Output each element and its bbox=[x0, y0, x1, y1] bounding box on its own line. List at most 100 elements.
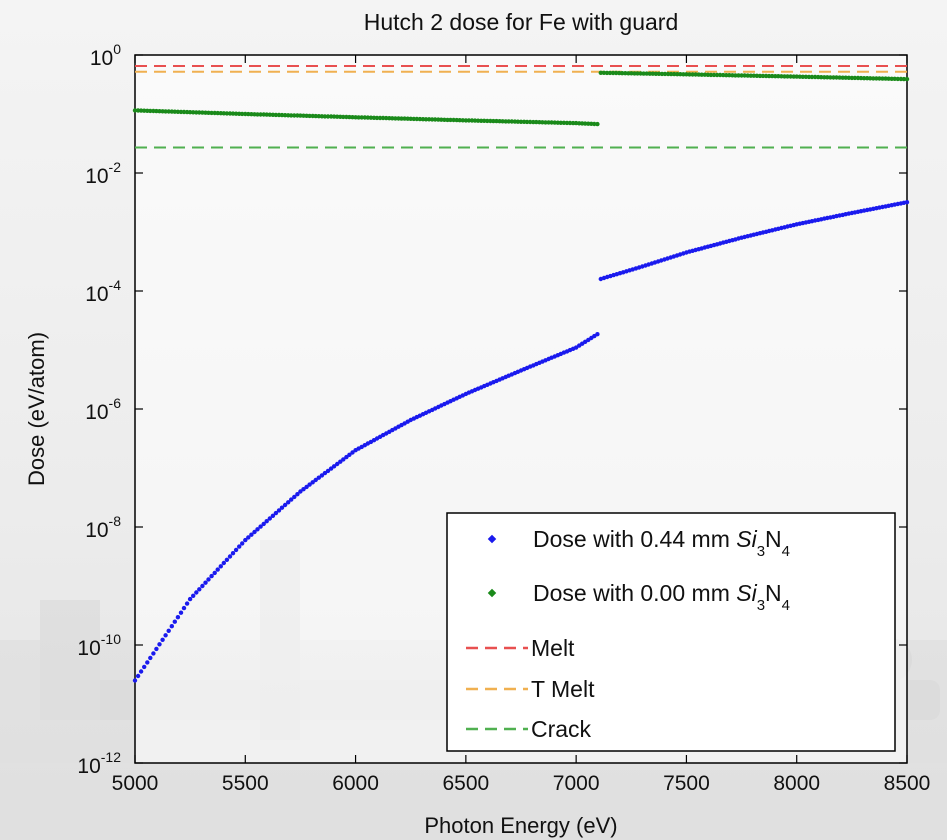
y-axis-title: Dose (eV/atom) bbox=[24, 332, 49, 486]
legend-text-mid: N bbox=[765, 580, 782, 606]
data-point bbox=[558, 120, 563, 126]
data-point bbox=[491, 118, 496, 124]
x-tick-label: 6000 bbox=[332, 772, 379, 795]
data-point bbox=[273, 112, 279, 118]
data-point bbox=[307, 482, 312, 487]
data-point bbox=[307, 113, 312, 119]
data-point bbox=[803, 74, 809, 80]
data-point bbox=[264, 519, 269, 524]
data-point bbox=[457, 118, 462, 123]
data-point bbox=[858, 75, 864, 81]
data-point bbox=[279, 505, 285, 510]
data-point bbox=[390, 116, 395, 121]
data-point bbox=[433, 117, 438, 122]
data-point bbox=[187, 110, 193, 115]
data-point bbox=[267, 112, 272, 117]
data-point bbox=[313, 477, 318, 483]
data-point bbox=[230, 551, 236, 556]
legend-item-4: Crack bbox=[466, 716, 592, 742]
data-point bbox=[157, 109, 162, 114]
data-point bbox=[402, 116, 407, 121]
data-point bbox=[509, 119, 514, 124]
data-point bbox=[733, 73, 738, 78]
data-point bbox=[203, 580, 208, 585]
data-point bbox=[880, 76, 885, 81]
data-point bbox=[466, 118, 472, 123]
data-point bbox=[215, 110, 220, 116]
data-point bbox=[292, 113, 297, 118]
data-point bbox=[301, 113, 306, 118]
data-point bbox=[408, 116, 413, 122]
data-point bbox=[620, 71, 625, 76]
y-tick-label: 10-2 bbox=[85, 159, 121, 188]
data-point bbox=[319, 473, 325, 478]
data-point bbox=[258, 524, 263, 529]
data-point bbox=[828, 75, 833, 80]
data-point bbox=[172, 619, 177, 624]
data-point bbox=[601, 70, 607, 76]
data-point bbox=[877, 76, 882, 81]
data-point bbox=[656, 71, 662, 77]
data-point bbox=[442, 117, 447, 123]
data-point bbox=[708, 72, 714, 78]
legend-text-mid: N bbox=[765, 526, 782, 552]
data-point bbox=[699, 72, 704, 77]
data-point bbox=[325, 114, 331, 119]
data-point bbox=[246, 535, 251, 540]
data-point bbox=[843, 75, 848, 80]
x-tick-label: 6500 bbox=[442, 772, 489, 795]
data-point bbox=[350, 450, 355, 455]
data-point bbox=[494, 118, 499, 124]
data-point bbox=[175, 109, 181, 115]
y-tick-exponent: -2 bbox=[109, 159, 122, 175]
data-point bbox=[267, 516, 272, 521]
data-point bbox=[861, 76, 867, 81]
data-point bbox=[672, 71, 677, 77]
data-point bbox=[166, 628, 171, 633]
x-tick-label: 5000 bbox=[112, 772, 159, 795]
data-point bbox=[834, 75, 839, 80]
data-point bbox=[132, 108, 138, 113]
legend-text-italic: Si bbox=[736, 580, 757, 606]
data-point bbox=[693, 72, 698, 77]
y-tick-base: 10 bbox=[85, 519, 108, 542]
data-point bbox=[148, 108, 153, 114]
data-point bbox=[221, 111, 226, 116]
data-point bbox=[384, 115, 389, 121]
y-tick-label: 100 bbox=[90, 41, 121, 70]
data-point bbox=[751, 73, 756, 78]
data-point bbox=[736, 73, 741, 78]
data-point bbox=[644, 71, 649, 76]
data-point bbox=[200, 110, 205, 115]
data-point bbox=[255, 112, 260, 117]
data-point bbox=[304, 484, 309, 490]
data-point bbox=[240, 111, 245, 117]
data-point bbox=[249, 532, 254, 537]
data-point bbox=[172, 109, 177, 114]
legend-label: Dose with 0.44 mm Si3N4 bbox=[533, 526, 790, 560]
data-point bbox=[276, 508, 282, 513]
data-point bbox=[224, 111, 230, 116]
y-tick-label: 10-10 bbox=[77, 631, 121, 660]
data-point bbox=[237, 544, 242, 549]
data-point bbox=[702, 72, 707, 77]
data-point bbox=[534, 119, 539, 125]
data-point bbox=[163, 109, 168, 114]
data-point bbox=[316, 475, 321, 480]
data-point bbox=[760, 73, 766, 79]
legend-item-2: Melt bbox=[466, 635, 575, 661]
data-point bbox=[316, 114, 321, 119]
data-point bbox=[515, 119, 521, 124]
data-point bbox=[904, 200, 910, 205]
data-point bbox=[200, 583, 205, 589]
y-tick-label: 10-6 bbox=[85, 395, 121, 424]
data-point bbox=[635, 71, 640, 76]
data-point bbox=[289, 113, 294, 118]
data-point bbox=[341, 457, 346, 462]
legend-item-0: Dose with 0.44 mm Si3N4 bbox=[487, 526, 790, 560]
data-point bbox=[197, 110, 202, 115]
data-point bbox=[184, 601, 190, 606]
data-point bbox=[178, 610, 184, 615]
data-point bbox=[233, 547, 239, 553]
